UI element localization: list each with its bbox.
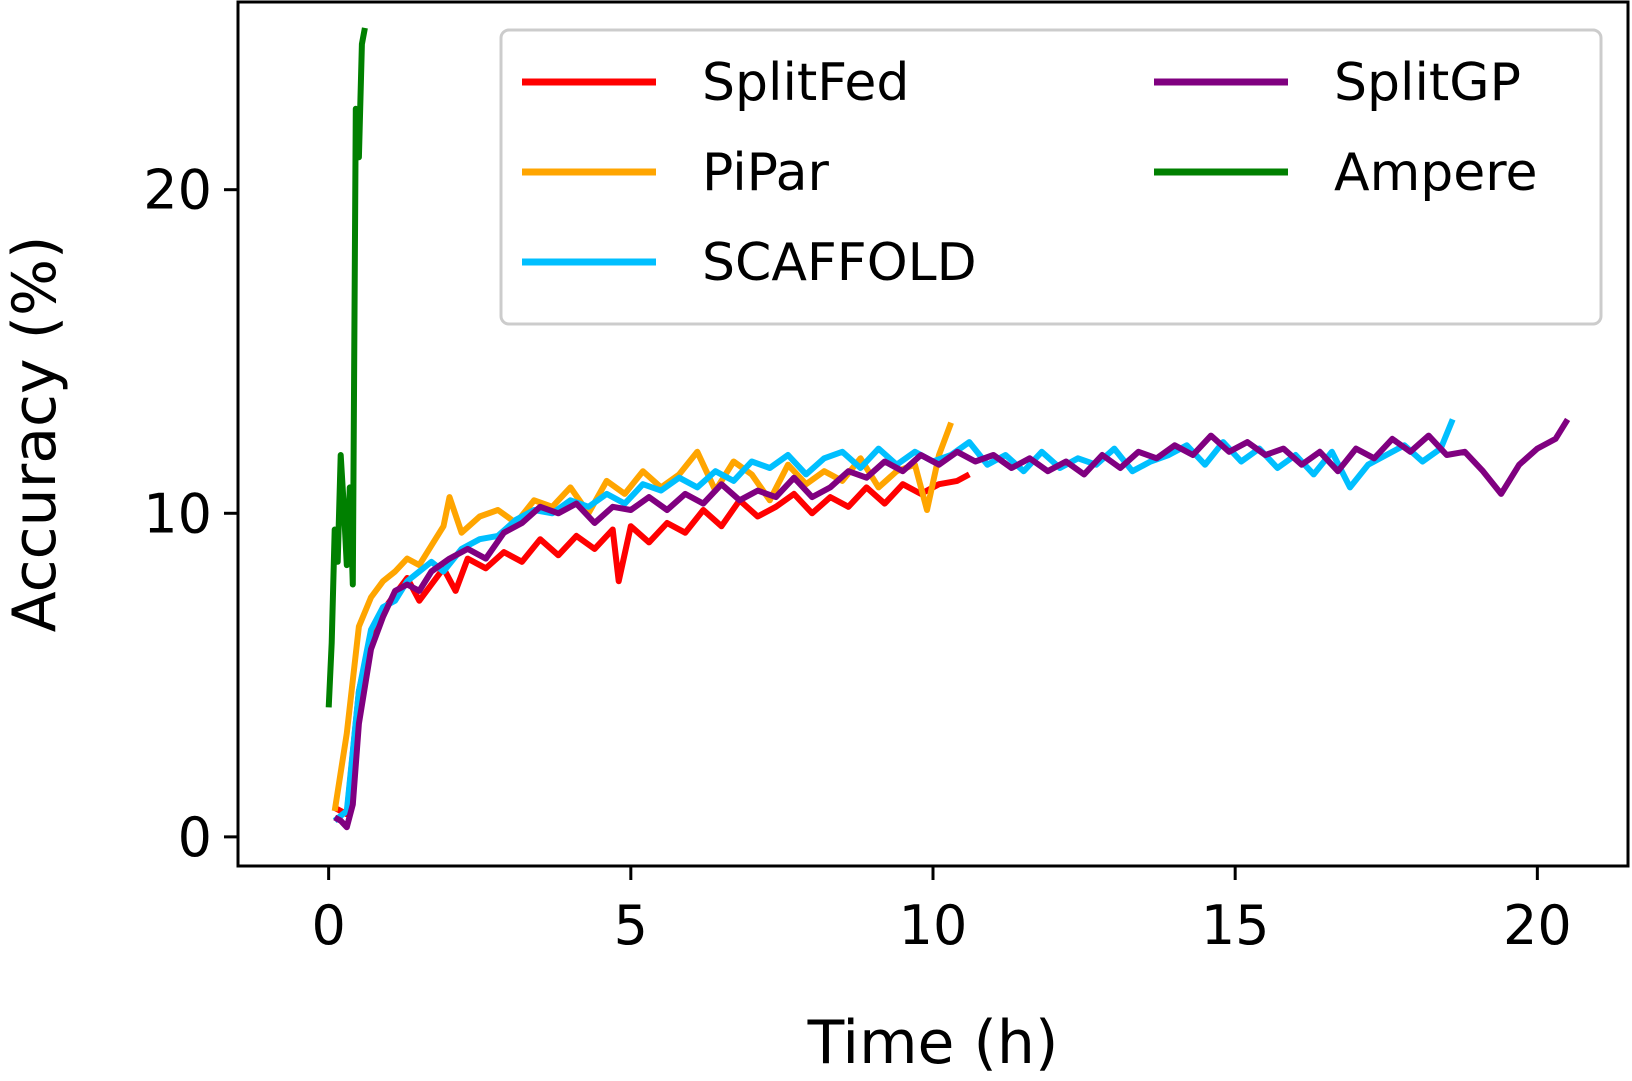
y-tick-label: 0 bbox=[178, 806, 212, 869]
y-axis: 0 10 20 bbox=[143, 159, 238, 869]
legend-label-scaffold: SCAFFOLD bbox=[702, 233, 977, 293]
series-line-ampere bbox=[325, 27, 368, 708]
legend-label-pipar: PiPar bbox=[702, 143, 830, 203]
series-line-splitgp bbox=[333, 417, 1571, 831]
legend: SplitFed PiPar SCAFFOLD SplitGP Ampere bbox=[499, 28, 1603, 326]
series-line-scaffold bbox=[332, 418, 1456, 824]
legend-label-ampere: Ampere bbox=[1334, 143, 1537, 203]
x-axis: 0 5 10 15 20 bbox=[311, 866, 1572, 957]
series-line-splitfed bbox=[333, 471, 971, 818]
legend-label-splitfed: SplitFed bbox=[702, 53, 909, 113]
x-tick-label: 20 bbox=[1503, 894, 1572, 957]
y-axis-label: Accuracy (%) bbox=[0, 236, 70, 633]
x-tick-label: 10 bbox=[899, 894, 968, 957]
series-line-pipar bbox=[331, 421, 954, 812]
x-tick-label: 0 bbox=[311, 894, 345, 957]
x-tick-label: 15 bbox=[1201, 894, 1270, 957]
y-tick-label: 10 bbox=[143, 482, 212, 545]
x-tick-label: 5 bbox=[614, 894, 648, 957]
series-layer bbox=[325, 27, 1571, 831]
y-tick-label: 20 bbox=[143, 159, 212, 222]
legend-label-splitgp: SplitGP bbox=[1334, 53, 1521, 113]
x-axis-label: Time (h) bbox=[807, 1008, 1059, 1078]
legend-box bbox=[499, 28, 1603, 326]
